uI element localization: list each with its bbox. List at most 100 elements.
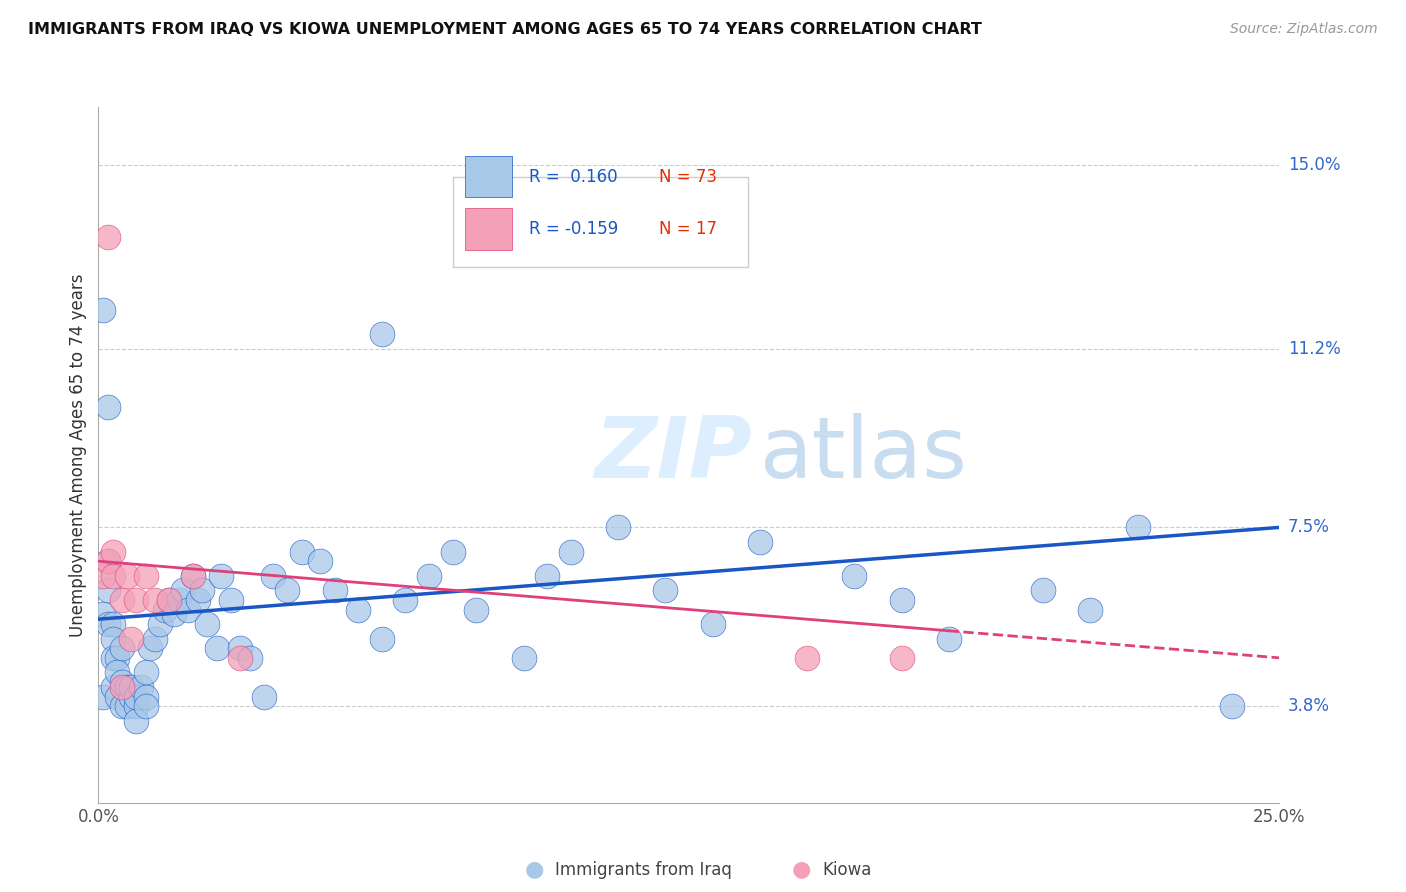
Point [111, 641, 134, 656]
Point [101, 617, 124, 632]
Point [748, 535, 770, 549]
Point [276, 583, 298, 598]
Text: atlas: atlas [759, 413, 967, 497]
Point [97, 554, 120, 568]
Text: Immigrants from Iraq: Immigrants from Iraq [555, 861, 733, 879]
Bar [464, 156, 512, 197]
Bar [464, 208, 512, 250]
Point [111, 675, 134, 690]
Point [219, 592, 242, 607]
Point [560, 544, 582, 558]
Point [121, 632, 143, 646]
Point [167, 592, 190, 607]
Point [1220, 699, 1243, 714]
Point [111, 699, 134, 714]
Point [1032, 583, 1054, 598]
Point [290, 544, 312, 558]
Point [121, 690, 143, 704]
Point [394, 592, 416, 607]
Point [97, 554, 120, 568]
Point [135, 665, 157, 680]
FancyBboxPatch shape [453, 177, 748, 267]
Point [125, 592, 148, 607]
Text: ●: ● [524, 860, 544, 880]
Point [654, 583, 676, 598]
Point [101, 651, 124, 665]
Point [796, 651, 818, 665]
Point [97, 583, 120, 598]
Point [135, 690, 157, 704]
Point [101, 568, 124, 582]
Point [121, 680, 143, 694]
Text: N = 73: N = 73 [659, 168, 717, 186]
Point [111, 680, 134, 694]
Point [323, 583, 346, 598]
Point [125, 714, 148, 728]
Point [347, 602, 370, 616]
Point [91, 690, 114, 704]
Point [143, 592, 166, 607]
Text: 15.0%: 15.0% [1288, 156, 1340, 174]
Text: Source: ZipAtlas.com: Source: ZipAtlas.com [1230, 22, 1378, 37]
Text: ●: ● [792, 860, 811, 880]
Point [1080, 602, 1102, 616]
Point [253, 690, 276, 704]
Point [139, 641, 162, 656]
Text: R =  0.160: R = 0.160 [530, 168, 619, 186]
Point [607, 520, 630, 534]
Point [890, 651, 912, 665]
Point [239, 651, 262, 665]
Point [163, 607, 186, 622]
Point [157, 592, 180, 607]
Point [262, 568, 284, 582]
Point [229, 651, 252, 665]
Point [105, 665, 128, 680]
Point [177, 602, 200, 616]
Y-axis label: Unemployment Among Ages 65 to 74 years: Unemployment Among Ages 65 to 74 years [69, 273, 87, 637]
Point [115, 699, 138, 714]
Point [125, 690, 148, 704]
Text: 11.2%: 11.2% [1288, 340, 1340, 358]
Point [101, 680, 124, 694]
Point [105, 690, 128, 704]
Point [101, 632, 124, 646]
Point [1126, 520, 1149, 534]
Point [91, 568, 114, 582]
Point [97, 617, 120, 632]
Point [129, 680, 152, 694]
Point [135, 568, 157, 582]
Point [844, 568, 866, 582]
Point [309, 554, 332, 568]
Point [441, 544, 464, 558]
Point [97, 400, 120, 414]
Point [97, 230, 120, 244]
Point [91, 607, 114, 622]
Point [371, 327, 394, 342]
Text: N = 17: N = 17 [659, 219, 717, 238]
Text: R = -0.159: R = -0.159 [530, 219, 619, 238]
Point [536, 568, 558, 582]
Point [181, 568, 204, 582]
Point [191, 583, 214, 598]
Point [702, 617, 724, 632]
Point [143, 632, 166, 646]
Point [125, 699, 148, 714]
Point [115, 568, 138, 582]
Point [938, 632, 960, 646]
Point [105, 651, 128, 665]
Point [465, 602, 488, 616]
Text: Kiowa: Kiowa [823, 861, 872, 879]
Point [111, 592, 134, 607]
Point [172, 583, 194, 598]
Point [101, 544, 124, 558]
Point [157, 592, 180, 607]
Point [181, 568, 204, 582]
Point [195, 617, 218, 632]
Point [187, 592, 209, 607]
Point [209, 568, 232, 582]
Text: ZIP: ZIP [595, 413, 752, 497]
Text: 7.5%: 7.5% [1288, 518, 1330, 536]
Point [512, 651, 534, 665]
Point [91, 303, 114, 318]
Point [115, 680, 138, 694]
